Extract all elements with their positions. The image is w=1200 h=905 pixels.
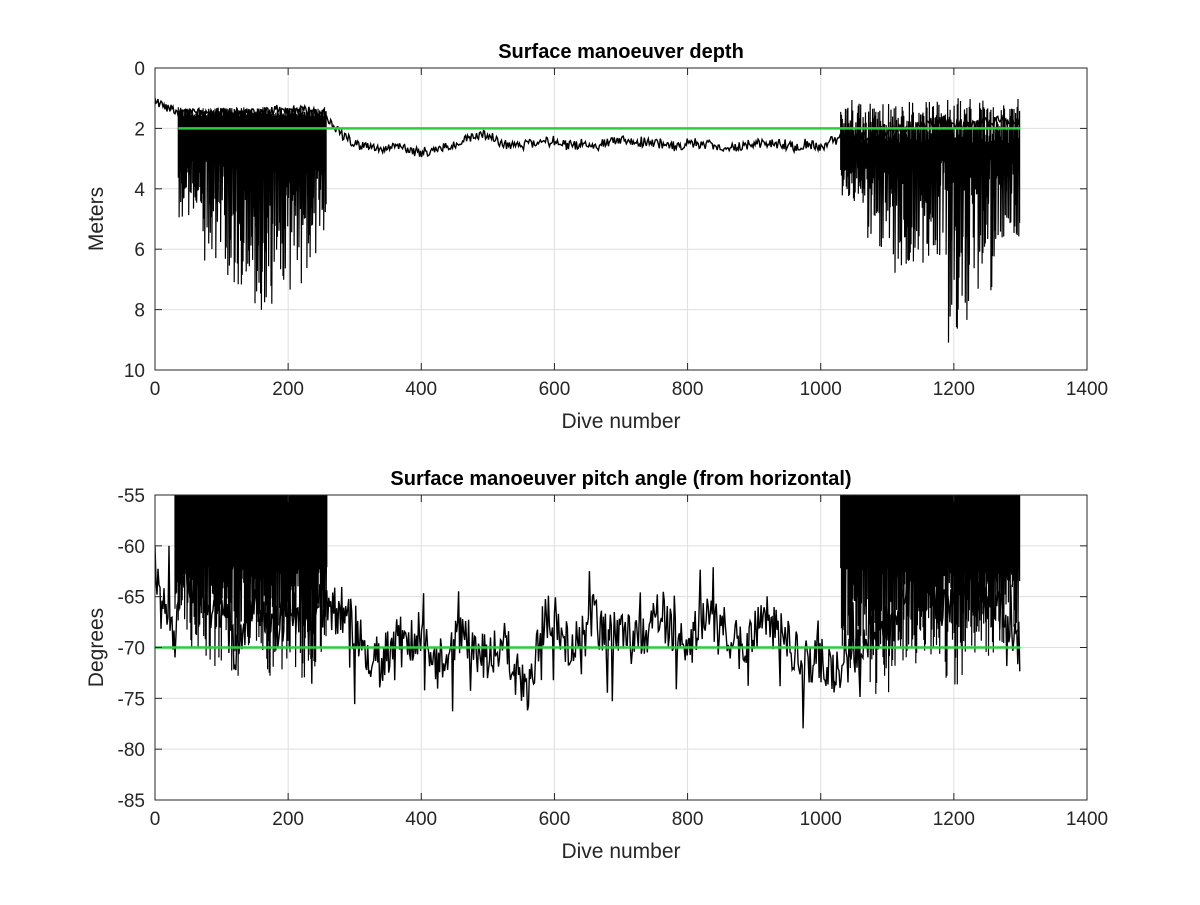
x-tick-label: 1000 [800,809,842,830]
y-tick-label: -70 [118,639,145,660]
x-tick-label: 1400 [1066,379,1108,400]
x-tick-label: 1400 [1066,809,1108,830]
y-tick-label: -80 [118,740,145,761]
y-axis-label: Degrees [85,608,108,687]
y-tick-label: -85 [118,791,145,812]
y-tick-label: -60 [118,537,145,558]
x-tick-label: 0 [150,809,161,830]
x-tick-label: 600 [539,809,571,830]
x-axis-label: Dive number [561,410,680,433]
y-tick-label: -65 [118,588,145,609]
x-tick-label: 1200 [933,809,975,830]
axes-box [154,67,1088,371]
plot-area [155,97,1021,343]
dense-band-1 [840,98,1021,343]
y-tick-label: 2 [134,119,145,140]
x-tick-label: 200 [272,379,304,400]
y-tick-label: 10 [124,361,145,382]
x-tick-label: 1200 [933,379,975,400]
y-axis-label: Meters [85,187,108,251]
series-line-0 [155,506,1021,729]
axes-depth: 0 200 400 600 800 1000 1200 1400 0 2 4 6 8 10 Surface … [85,41,1108,433]
x-tick-label: 600 [539,379,571,400]
dense-band-0 [177,107,327,310]
x-axis-label: Dive number [561,840,680,863]
x-tick-label: 400 [405,379,437,400]
y-tick-label: 0 [134,59,145,80]
x-tick-label: 800 [672,809,704,830]
chart-title: Surface manoeuver depth [498,41,744,63]
y-tick-label: -55 [118,486,145,507]
x-tick-label: 400 [405,809,437,830]
y-tick-label: -75 [118,689,145,710]
x-tick-label: 1000 [800,379,842,400]
x-tick-label: 800 [672,379,704,400]
axes-pitch: 0 200 400 600 800 1000 1200 1400 -55 -60 -65 -70 -75… [85,468,1108,863]
x-tick-label: 0 [150,379,161,400]
dense-band-1 [840,495,1021,694]
plot-area [155,495,1021,729]
chart-title: Surface manoeuver pitch angle (from hori… [390,468,851,490]
x-tick-label: 200 [272,809,304,830]
y-tick-label: 4 [134,180,145,201]
y-tick-label: 8 [134,301,145,322]
y-tick-label: 6 [134,240,145,261]
